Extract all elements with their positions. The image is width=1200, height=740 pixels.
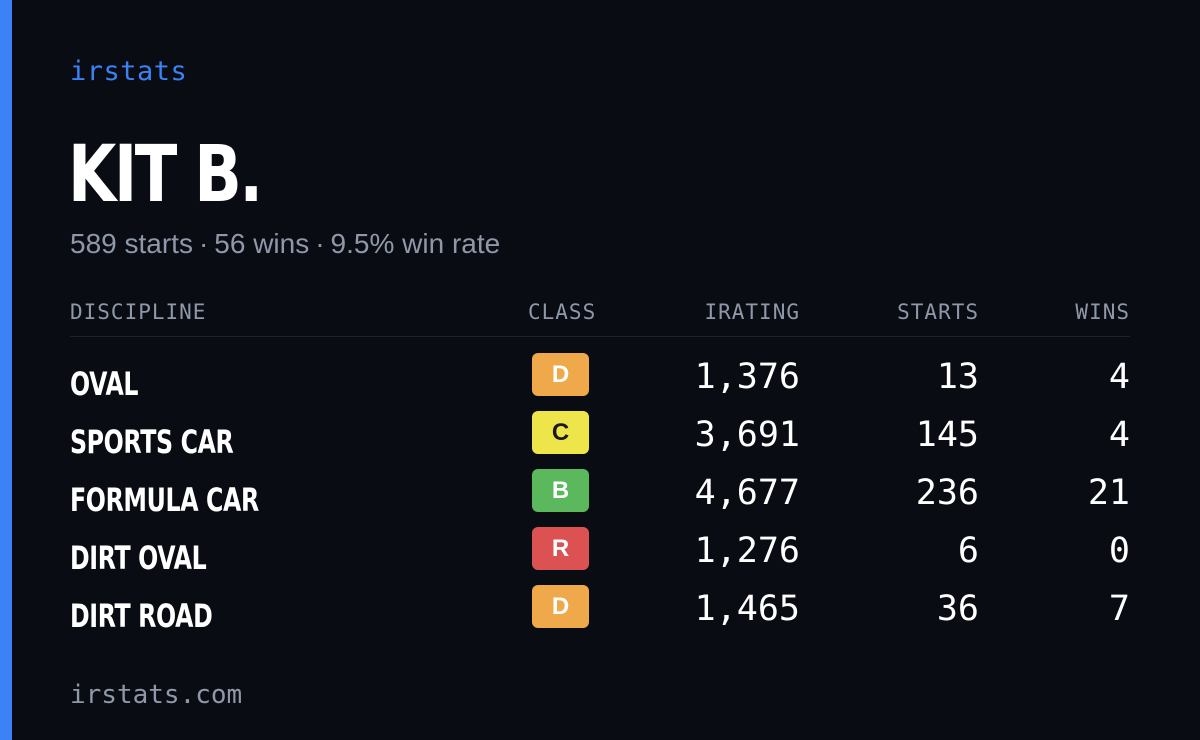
class-badge: D — [532, 585, 589, 628]
table-row: SPORTS CAR C 3,691 145 4 — [70, 411, 1130, 469]
discipline-name: DIRT OVAL — [70, 539, 207, 577]
summary-starts: 589 starts — [70, 228, 193, 259]
discipline-name: SPORTS CAR — [70, 423, 234, 461]
discipline-name: FORMULA CAR — [70, 481, 259, 519]
accent-bar — [0, 0, 12, 740]
summary-win-rate: 9.5% win rate — [330, 228, 501, 259]
header-starts: STARTS — [897, 300, 979, 324]
class-badge: C — [532, 411, 589, 454]
class-badge: B — [532, 469, 589, 512]
summary-separator: · — [198, 228, 209, 259]
wins-value: 4 — [1108, 415, 1130, 455]
starts-value: 36 — [936, 589, 979, 629]
class-badge: D — [532, 353, 589, 396]
wins-value: 0 — [1108, 531, 1130, 571]
wins-value: 4 — [1108, 357, 1130, 397]
driver-summary: 589 starts · 56 wins · 9.5% win rate — [70, 228, 500, 260]
irating-value: 4,677 — [694, 473, 800, 513]
irating-value: 1,376 — [694, 357, 800, 397]
table-row: FORMULA CAR B 4,677 236 21 — [70, 469, 1130, 527]
table-row: DIRT ROAD D 1,465 36 7 — [70, 585, 1130, 643]
driver-name: KIT B. — [68, 130, 263, 220]
class-badge: R — [532, 527, 589, 570]
table-row: OVAL D 1,376 13 4 — [70, 353, 1130, 411]
header-irating: IRATING — [704, 300, 800, 324]
starts-value: 236 — [915, 473, 979, 513]
wins-value: 21 — [1087, 473, 1130, 513]
discipline-name: DIRT ROAD — [70, 597, 213, 635]
irating-value: 1,465 — [694, 589, 800, 629]
summary-separator: · — [315, 228, 325, 259]
header-class: CLASS — [528, 300, 597, 324]
irating-value: 1,276 — [694, 531, 800, 571]
wins-value: 7 — [1108, 589, 1130, 629]
starts-value: 13 — [936, 357, 979, 397]
starts-value: 145 — [915, 415, 979, 455]
summary-wins: 56 wins — [214, 228, 310, 259]
discipline-name: OVAL — [70, 365, 139, 403]
starts-value: 6 — [957, 531, 979, 571]
header-wins: WINS — [1075, 300, 1130, 324]
table-row: DIRT OVAL R 1,276 6 0 — [70, 527, 1130, 585]
footer-url: irstats.com — [70, 680, 243, 710]
irating-value: 3,691 — [694, 415, 800, 455]
header-discipline: DISCIPLINE — [70, 300, 207, 324]
table-header: DISCIPLINE CLASS IRATING STARTS WINS — [70, 298, 1130, 337]
table-body: OVAL D 1,376 13 4 SPORTS CAR C 3,691 145… — [70, 353, 1130, 643]
license-table: DISCIPLINE CLASS IRATING STARTS WINS OVA… — [70, 298, 1130, 643]
brand-logo: irstats — [70, 56, 188, 87]
